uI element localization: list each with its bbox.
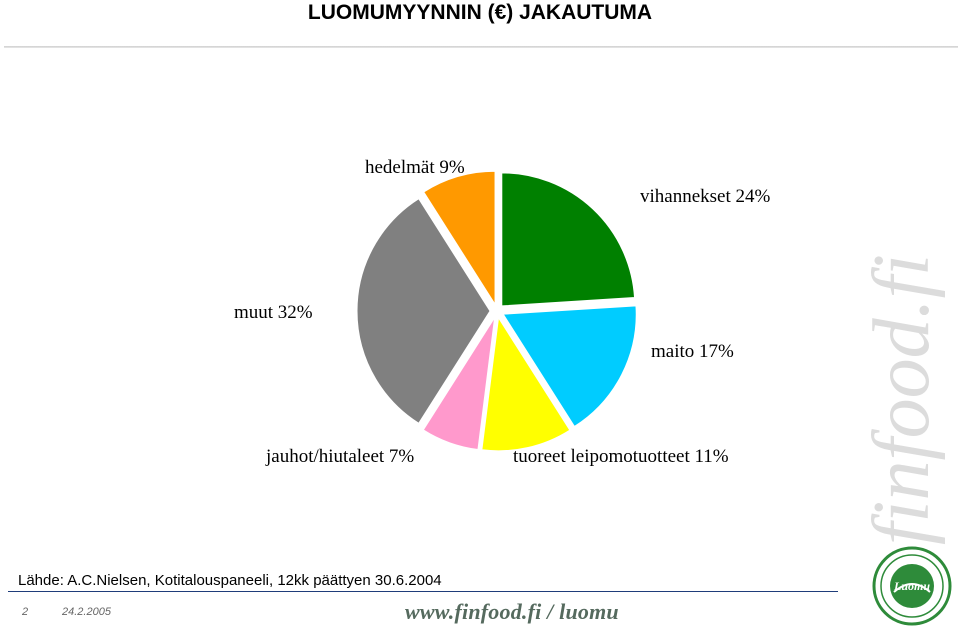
slide-date: 24.2.2005	[62, 606, 111, 618]
slice-label-maito: maito 17%	[651, 341, 734, 362]
pie-slice-maito	[502, 305, 637, 428]
slide-number: 2	[22, 606, 29, 618]
slice-label-tuoreet-leipomotuotteet: tuoreet leipomotuotteet 11%	[513, 446, 729, 467]
slice-label-hedelmat: hedelmät 9%	[365, 157, 465, 178]
seal-text: Luomu	[893, 579, 930, 593]
pie-slice-jauhot-hiutaleet	[422, 317, 496, 451]
slice-label-jauhot-hiutaleet: jauhot/hiutaleet 7%	[266, 446, 415, 467]
footer-url-link[interactable]: www.finfood.fi / luomu	[405, 599, 619, 624]
slice-label-muut: muut 32%	[234, 302, 313, 323]
pie-slice-hedelmät	[423, 170, 496, 306]
luomu-seal-icon: Luomu	[872, 546, 952, 626]
pie-slice-muut	[356, 198, 491, 424]
pie-slice-vihannekset	[501, 172, 636, 307]
page-title: LUOMUMYYNNIN (€) JAKAUTUMA	[307, 1, 653, 24]
slice-label-vihannekset: vihannekset 24%	[640, 186, 771, 207]
pie-slice-tuoreet-leipomotuotteet	[481, 316, 571, 452]
title-divider	[4, 46, 958, 48]
footer-divider	[8, 591, 838, 592]
source-note: Lähde: A.C.Nielsen, Kotitalouspaneeli, 1…	[18, 572, 442, 589]
finfood-watermark: finfood.fi	[858, 253, 946, 545]
